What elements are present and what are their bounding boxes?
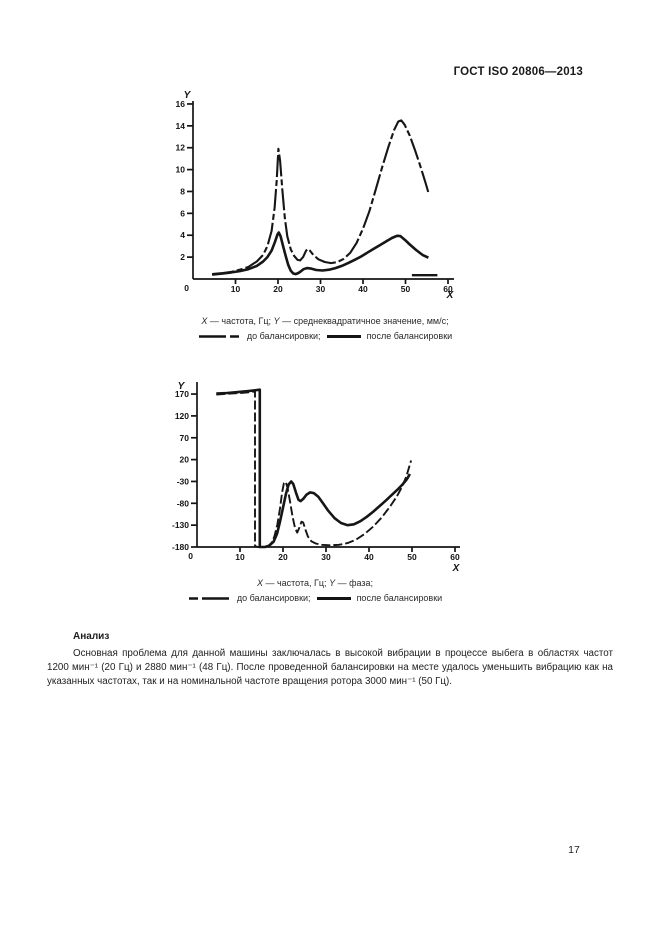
legend-label-after: после балансировки [366,331,453,341]
legend-label-before: до балансировки; [236,593,311,603]
solid-line-sample [326,334,361,338]
x-axis-letter: X [256,578,263,588]
page-number: 17 [568,844,580,856]
svg-text:2: 2 [180,252,185,262]
y-axis-letter: Y [329,578,336,588]
dashed-line-sample [198,334,241,338]
svg-text:40: 40 [358,284,368,294]
svg-text:-180: -180 [172,542,189,552]
svg-text:X: X [452,563,461,574]
legend-label-before: до балансировки; [246,331,321,341]
svg-text:10: 10 [235,552,245,562]
analysis-paragraph: Основная проблема для данной машины закл… [47,648,613,687]
svg-text:Y: Y [178,381,186,392]
x-axis-description: — частота, Гц; [265,578,327,588]
svg-text:20: 20 [273,284,283,294]
legend-label-after: после балансировки [356,593,443,603]
svg-text:0: 0 [184,283,189,293]
document-header-title: ГОСТ ISO 20806—2013 [453,66,583,78]
svg-text:30: 30 [321,552,331,562]
figure2-caption-block: X — частота, Гц; Y — фаза; до балансиров… [100,576,530,605]
figure1-caption: X — частота, Гц; Y — среднеквадратичное … [110,314,540,328]
svg-text:16: 16 [176,99,186,109]
analysis-heading: Анализ [73,631,110,642]
svg-text:4: 4 [180,230,185,240]
y-axis-description: — фаза; [337,578,374,588]
svg-text:10: 10 [231,284,241,294]
svg-text:12: 12 [176,143,186,153]
x-axis-description: — частота, Гц; [209,316,272,326]
svg-text:Y: Y [184,90,192,101]
svg-text:10: 10 [176,165,186,175]
svg-text:20: 20 [180,455,190,465]
svg-text:50: 50 [407,552,417,562]
svg-text:60: 60 [450,552,460,562]
svg-text:40: 40 [364,552,374,562]
svg-text:50: 50 [401,284,411,294]
svg-text:-30: -30 [177,476,190,486]
analysis-section: Анализ Основная проблема для данной маши… [47,630,613,689]
svg-text:-80: -80 [177,498,190,508]
y-axis-letter: Y [273,316,280,326]
dashed-line-sample [188,596,231,600]
svg-text:60: 60 [443,284,453,294]
figure2-legend: до балансировки; после балансировки [100,591,530,605]
svg-text:170: 170 [175,389,189,399]
x-axis-letter: X [201,316,208,326]
svg-text:8: 8 [180,186,185,196]
y-axis-description: — среднеквадратичное значение, мм/с; [282,316,449,326]
svg-text:0: 0 [188,551,193,561]
figure1-caption-block: X — частота, Гц; Y — среднеквадратичное … [110,314,540,343]
svg-text:-130: -130 [172,520,189,530]
svg-text:120: 120 [175,411,189,421]
figure2-caption: X — частота, Гц; Y — фаза; [100,576,530,590]
svg-text:20: 20 [278,552,288,562]
svg-text:30: 30 [316,284,326,294]
svg-text:70: 70 [180,433,190,443]
figure1-legend: до балансировки; после балансировки [110,329,540,343]
svg-text:14: 14 [176,121,186,131]
svg-text:6: 6 [180,208,185,218]
solid-line-sample [316,596,351,600]
chart-rms-spectrum: 10 20 30 40 50 60 2 4 6 8 10 12 14 16 0 X Y [176,90,455,301]
svg-text:X: X [446,290,455,301]
